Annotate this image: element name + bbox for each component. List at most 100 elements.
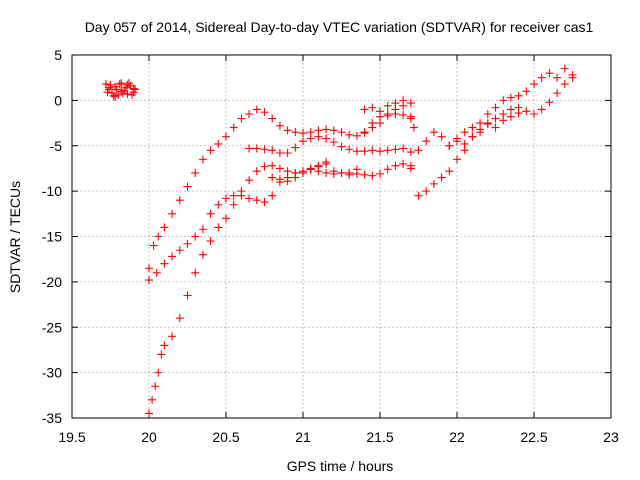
data-point [112,85,121,94]
data-point [383,165,392,174]
y-tick-labels: -35 -30 -25 -20 -15 -10 -5 0 5 [42,47,62,426]
data-point [391,109,400,118]
data-point [283,167,292,176]
data-point [522,87,531,96]
data-point [568,73,577,82]
data-point [214,223,223,232]
data-point [368,171,377,180]
data-point [391,161,400,170]
data-point [376,169,384,178]
data-point [154,368,163,377]
y-tick-label: 0 [54,92,62,108]
series-arc-tail-lower [406,73,577,200]
data-point [406,164,415,173]
data-point [191,232,200,241]
data-point [168,332,177,341]
data-point [229,200,238,209]
data-point [198,250,207,259]
data-point [175,246,184,255]
data-point [252,196,261,205]
data-point [522,107,531,116]
data-point [183,239,192,248]
data-point [283,177,292,186]
data-point [399,96,408,105]
data-point [391,145,400,154]
data-point [237,114,246,123]
data-point [252,105,261,114]
data-point [476,125,485,134]
x-tick-label: 20 [141,429,157,445]
series-arc-lower [145,158,331,418]
data-point [157,350,166,359]
data-point [429,128,438,137]
data-point [160,223,169,232]
data-point [337,168,346,177]
data-point [198,155,207,164]
data-point [445,167,454,176]
data-point [118,89,127,98]
data-point [329,138,338,147]
data-point [376,107,384,116]
data-point [229,123,238,132]
data-point [360,105,369,114]
x-axis-label: GPS time / hours [287,458,394,474]
data-point [268,191,277,200]
data-point [360,170,369,179]
data-point [437,132,446,141]
data-point [537,105,546,114]
data-point [514,109,523,118]
data-point [252,167,261,176]
data-point [283,126,292,135]
data-point [322,159,331,168]
data-point [299,137,307,146]
grid-layer [72,55,611,418]
data-point [460,128,469,137]
data-point [306,164,315,173]
data-point [499,116,508,125]
data-point [206,237,215,246]
data-point [129,88,138,97]
data-point [345,145,354,154]
x-tick-label: 22 [449,429,465,445]
x-tick-label: 22.5 [520,429,547,445]
data-point [560,80,569,89]
data-point [414,146,423,155]
data-point [198,225,207,234]
data-point [483,119,492,128]
data-point [222,132,230,141]
data-point [306,134,315,143]
data-point [360,147,369,156]
data-point [275,164,284,173]
data-point [530,109,538,118]
data-point [445,141,454,150]
data-point [260,162,269,171]
data-point [329,167,338,176]
data-point [368,103,377,112]
data-point [103,88,112,97]
data-point [314,132,323,141]
data-point [437,173,446,182]
data-point [260,145,269,154]
data-point [368,119,377,128]
data-point [560,64,569,73]
data-point [352,165,361,174]
data-point [406,114,415,123]
data-point [183,182,192,191]
data-point [160,259,169,268]
data-point [175,314,184,323]
data-point [314,161,323,170]
series-cluster-start [101,79,140,101]
data-point [260,198,269,207]
data-point [229,191,238,200]
data-point [383,101,392,110]
data-point [409,123,418,132]
data-point [245,144,254,153]
data-point [191,268,200,277]
data-point [399,110,408,119]
data-point [260,108,269,117]
data-point [406,99,415,108]
data-point [414,191,423,200]
data-point [345,130,354,139]
data-point [111,92,120,101]
